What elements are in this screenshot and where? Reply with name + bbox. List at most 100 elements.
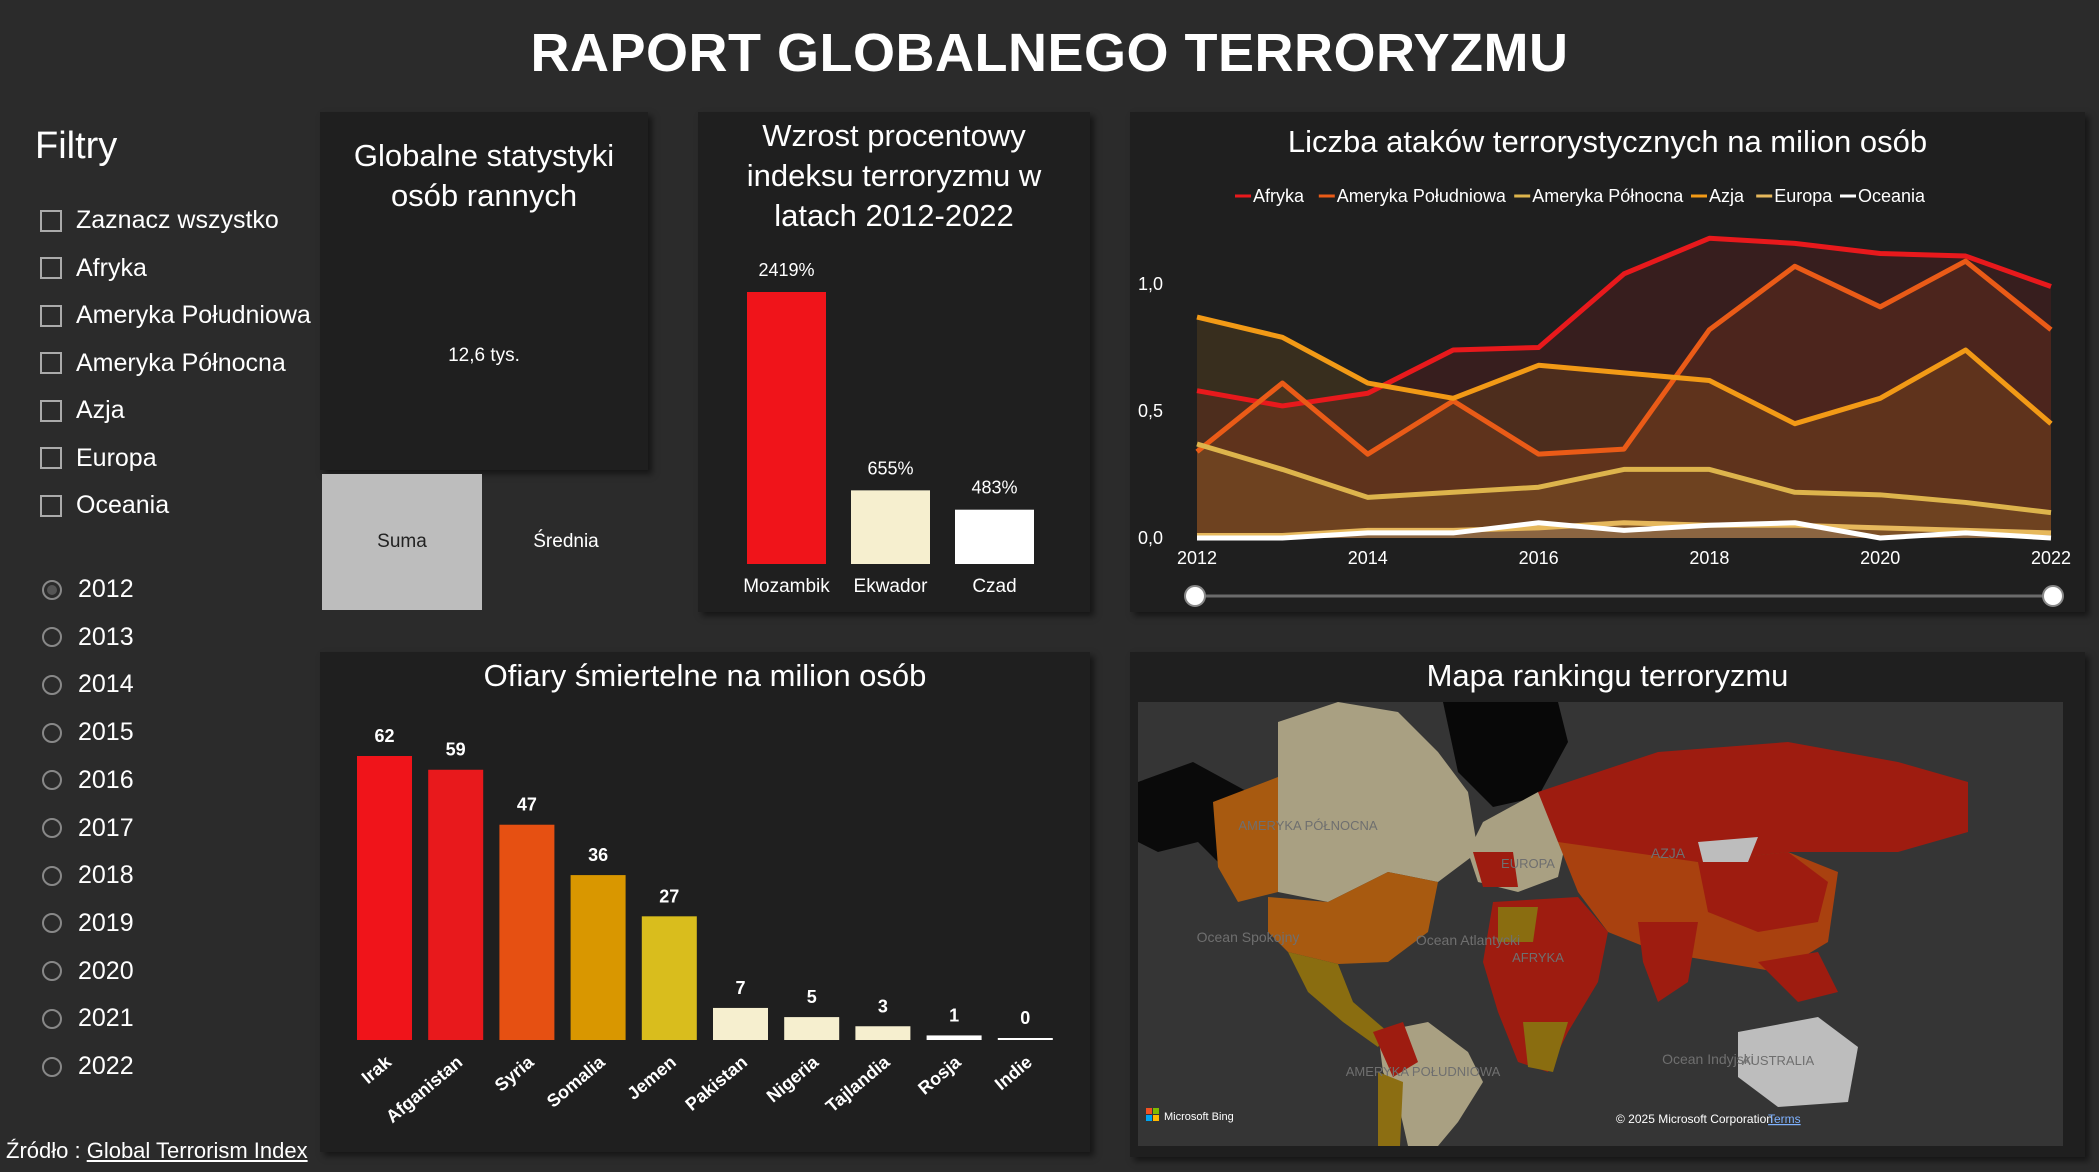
deaths-bar-9 bbox=[997, 1038, 1053, 1040]
filter-checkbox-2[interactable]: Ameryka Południowa bbox=[40, 301, 311, 330]
map-terms-link[interactable]: Terms bbox=[1768, 1112, 1801, 1126]
radio-label: 2014 bbox=[78, 670, 134, 699]
injured-value: 12,6 tys. bbox=[448, 345, 520, 366]
mexico-shape bbox=[1288, 952, 1388, 1047]
radio-icon[interactable] bbox=[42, 770, 62, 791]
radio-label: 2020 bbox=[78, 956, 134, 985]
radio-icon[interactable] bbox=[42, 913, 62, 934]
deaths-value-label-7: 3 bbox=[878, 996, 888, 1016]
checkbox-icon[interactable] bbox=[40, 304, 62, 327]
growth-category-label-1: Ekwador bbox=[854, 576, 929, 597]
radio-label: 2016 bbox=[78, 765, 134, 794]
injured-card: Globalne statystyki osób rannych 12,6 ty… bbox=[320, 112, 648, 470]
filters-heading: Filtry bbox=[35, 125, 118, 167]
radio-icon[interactable] bbox=[42, 627, 62, 648]
attacks-legend-item-4: Europa bbox=[1756, 186, 1833, 206]
checkbox-label: Ameryka Południowa bbox=[76, 301, 311, 329]
growth-bar-0 bbox=[747, 292, 826, 564]
injured-title: Globalne statystyki osób rannych bbox=[353, 138, 615, 213]
filter-checkbox-4[interactable]: Azja bbox=[40, 396, 125, 425]
deaths-bar-7 bbox=[855, 1026, 911, 1040]
deaths-category-label-7: Tajlandia bbox=[822, 1051, 894, 1116]
world-map[interactable]: AMERYKA PÓŁNOCNA AMERYKA POŁUDNIOWA EURO… bbox=[1138, 702, 2063, 1146]
deaths-value-label-2: 47 bbox=[517, 795, 537, 815]
legend-label: Afryka bbox=[1253, 186, 1305, 206]
checkbox-label: Ameryka Północna bbox=[76, 348, 286, 377]
legend-label: Europa bbox=[1774, 186, 1833, 206]
year-radio-2016[interactable]: 2016 bbox=[42, 766, 134, 795]
year-radio-2015[interactable]: 2015 bbox=[42, 718, 134, 747]
map-label-pacific: Ocean Spokojny bbox=[1197, 929, 1300, 945]
south-america-north-shape bbox=[1373, 1022, 1418, 1077]
attacks-legend-item-0: Afryka bbox=[1235, 186, 1305, 206]
deaths-value-label-3: 36 bbox=[588, 845, 608, 865]
year-radio-2012[interactable]: 2012 bbox=[42, 575, 134, 604]
checkbox-icon[interactable] bbox=[40, 257, 62, 279]
map-label-af: AFRYKA bbox=[1512, 950, 1564, 965]
deaths-category-label-4: Jemen bbox=[623, 1052, 680, 1104]
year-slider-end-handle[interactable] bbox=[2042, 585, 2064, 607]
radio-icon[interactable] bbox=[42, 579, 62, 600]
deaths-value-label-8: 1 bbox=[949, 1005, 959, 1025]
deaths-category-label-3: Somalia bbox=[543, 1051, 609, 1111]
attacks-ytick-1: 0,5 bbox=[1138, 401, 1163, 421]
year-slider-start-handle[interactable] bbox=[1184, 585, 1206, 607]
radio-label: 2018 bbox=[78, 861, 134, 890]
filter-checkbox-6[interactable]: Oceania bbox=[40, 491, 169, 520]
radio-icon[interactable] bbox=[42, 961, 62, 982]
radio-label: 2019 bbox=[78, 908, 134, 937]
year-radio-2018[interactable]: 2018 bbox=[42, 861, 134, 890]
filter-checkbox-0[interactable]: Zaznacz wszystko bbox=[40, 206, 279, 235]
filter-checkbox-3[interactable]: Ameryka Północna bbox=[40, 349, 286, 378]
deaths-category-label-9: Indie bbox=[991, 1052, 1036, 1094]
deaths-bar-1 bbox=[428, 769, 484, 1040]
year-radio-2013[interactable]: 2013 bbox=[42, 623, 134, 652]
attacks-area-2 bbox=[1197, 444, 2051, 538]
attacks-legend-item-1: Ameryka Południowa bbox=[1318, 186, 1507, 206]
deaths-value-label-4: 27 bbox=[659, 886, 679, 906]
deaths-category-label-5: Pakistan bbox=[681, 1052, 751, 1115]
page-title: RAPORT GLOBALNEGO TERRORYZMU bbox=[530, 23, 1569, 83]
deaths-value-label-1: 59 bbox=[446, 740, 466, 760]
year-radio-2022[interactable]: 2022 bbox=[42, 1052, 134, 1081]
southeast-asia-shape bbox=[1758, 952, 1838, 1002]
checkbox-icon[interactable] bbox=[40, 494, 62, 517]
map-label-as: AZJA bbox=[1651, 845, 1686, 861]
growth-bar-1 bbox=[851, 490, 930, 564]
radio-icon[interactable] bbox=[42, 818, 62, 838]
growth-bar-2 bbox=[955, 509, 1034, 564]
map-copyright: © 2025 Microsoft Corporation bbox=[1616, 1112, 1773, 1126]
growth-value-label-1: 655% bbox=[867, 458, 913, 478]
radio-icon[interactable] bbox=[42, 674, 62, 695]
checkbox-icon[interactable] bbox=[40, 352, 62, 374]
radio-icon[interactable] bbox=[42, 1056, 62, 1077]
deaths-category-label-6: Nigeria bbox=[763, 1051, 823, 1106]
canada-shape bbox=[1278, 702, 1478, 902]
radio-label: 2012 bbox=[78, 575, 134, 603]
checkbox-icon[interactable] bbox=[40, 209, 62, 232]
growth-value-label-0: 2419% bbox=[758, 260, 814, 280]
deaths-category-label-2: Syria bbox=[491, 1051, 538, 1095]
year-radio-2014[interactable]: 2014 bbox=[42, 670, 134, 699]
checkbox-label: Azja bbox=[76, 396, 125, 424]
checkbox-icon[interactable] bbox=[40, 447, 62, 469]
filter-checkbox-5[interactable]: Europa bbox=[40, 444, 157, 473]
attacks-xtick-2: 2016 bbox=[1519, 548, 1559, 568]
checkbox-icon[interactable] bbox=[40, 399, 62, 422]
attacks-area-3 bbox=[1197, 317, 2051, 538]
sum-button[interactable]: Suma bbox=[322, 474, 482, 610]
year-radio-2021[interactable]: 2021 bbox=[42, 1004, 134, 1033]
attacks-xtick-0: 2012 bbox=[1177, 548, 1217, 568]
average-button[interactable]: Średnia bbox=[533, 531, 599, 552]
radio-icon[interactable] bbox=[42, 1008, 62, 1029]
year-radio-2020[interactable]: 2020 bbox=[42, 957, 134, 986]
source-link[interactable]: Global Terrorism Index bbox=[86, 1138, 308, 1163]
deaths-bar-0 bbox=[357, 756, 412, 1040]
attacks-line-1 bbox=[1195, 258, 2053, 457]
radio-icon[interactable] bbox=[42, 865, 62, 886]
year-radio-2017[interactable]: 2017 bbox=[42, 814, 134, 843]
filter-checkbox-1[interactable]: Afryka bbox=[40, 254, 147, 283]
year-radio-2019[interactable]: 2019 bbox=[42, 909, 134, 938]
map-label-eu: EUROPA bbox=[1501, 856, 1555, 871]
radio-icon[interactable] bbox=[42, 722, 62, 743]
